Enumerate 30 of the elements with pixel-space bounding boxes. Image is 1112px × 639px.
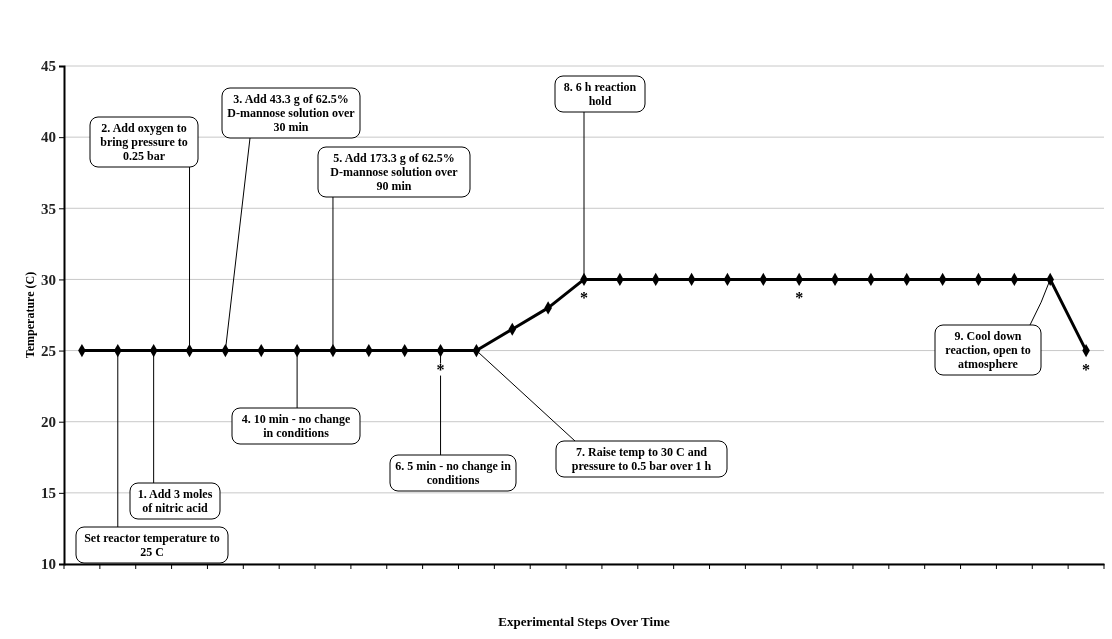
annotation: 1. Add 3 moles of nitric acid bbox=[137, 487, 213, 515]
annotation: Set reactor temperature to 25 C bbox=[84, 531, 220, 559]
callout: 4. 10 min - no change in conditions bbox=[231, 350, 361, 445]
y-tick-label: 30 bbox=[41, 271, 56, 288]
annotation: * bbox=[1082, 360, 1091, 378]
annotation: 2. Add oxygen to bring pressure to 0.25 bar bbox=[100, 121, 188, 163]
annotation: 7. Raise temp to 30 C and pressure to 0.5 bar over 1 h bbox=[571, 445, 712, 473]
y-tick-label: 45 bbox=[41, 58, 56, 75]
y-tick-label: 20 bbox=[41, 414, 56, 431]
callout: 2. Add oxygen to bring pressure to 0.25 bar bbox=[89, 116, 199, 352]
y-tick-label: 10 bbox=[41, 556, 56, 573]
y-tick-label: 35 bbox=[41, 200, 56, 217]
annotation: 4. 10 min - no change in conditions bbox=[241, 412, 351, 440]
y-tick-label: 40 bbox=[41, 129, 56, 146]
annotation: 5. Add 173.3 g of 62.5% D-mannose solution over 90 min bbox=[330, 151, 459, 193]
x-axis-title: Experimental Steps Over Time bbox=[498, 614, 670, 629]
y-axis-title: Temperature (C) bbox=[23, 271, 37, 359]
annotation: 9. Cool down reaction, open to atmosphere bbox=[945, 329, 1031, 371]
annotation: 8. 6 h reaction hold bbox=[563, 80, 637, 108]
annotation: 3. Add 43.3 g of 62.5% D-mannose solution over 30 min bbox=[227, 92, 356, 134]
y-tick-label: 15 bbox=[41, 485, 56, 502]
callout: 1. Add 3 moles of nitric acid bbox=[129, 350, 221, 520]
annotation: * bbox=[580, 289, 588, 307]
annotation: * bbox=[436, 360, 445, 378]
callout: 5. Add 173.3 g of 62.5% D-mannose solution over 90 min bbox=[317, 146, 471, 352]
callout: 8. 6 h reaction hold bbox=[554, 75, 646, 280]
annotation: * bbox=[795, 289, 804, 307]
callout: 9. Cool down reaction, open to atmosphere bbox=[934, 278, 1051, 376]
y-tick-label: 25 bbox=[41, 342, 56, 359]
annotation: 6. 5 min - no change in conditions bbox=[395, 459, 512, 487]
